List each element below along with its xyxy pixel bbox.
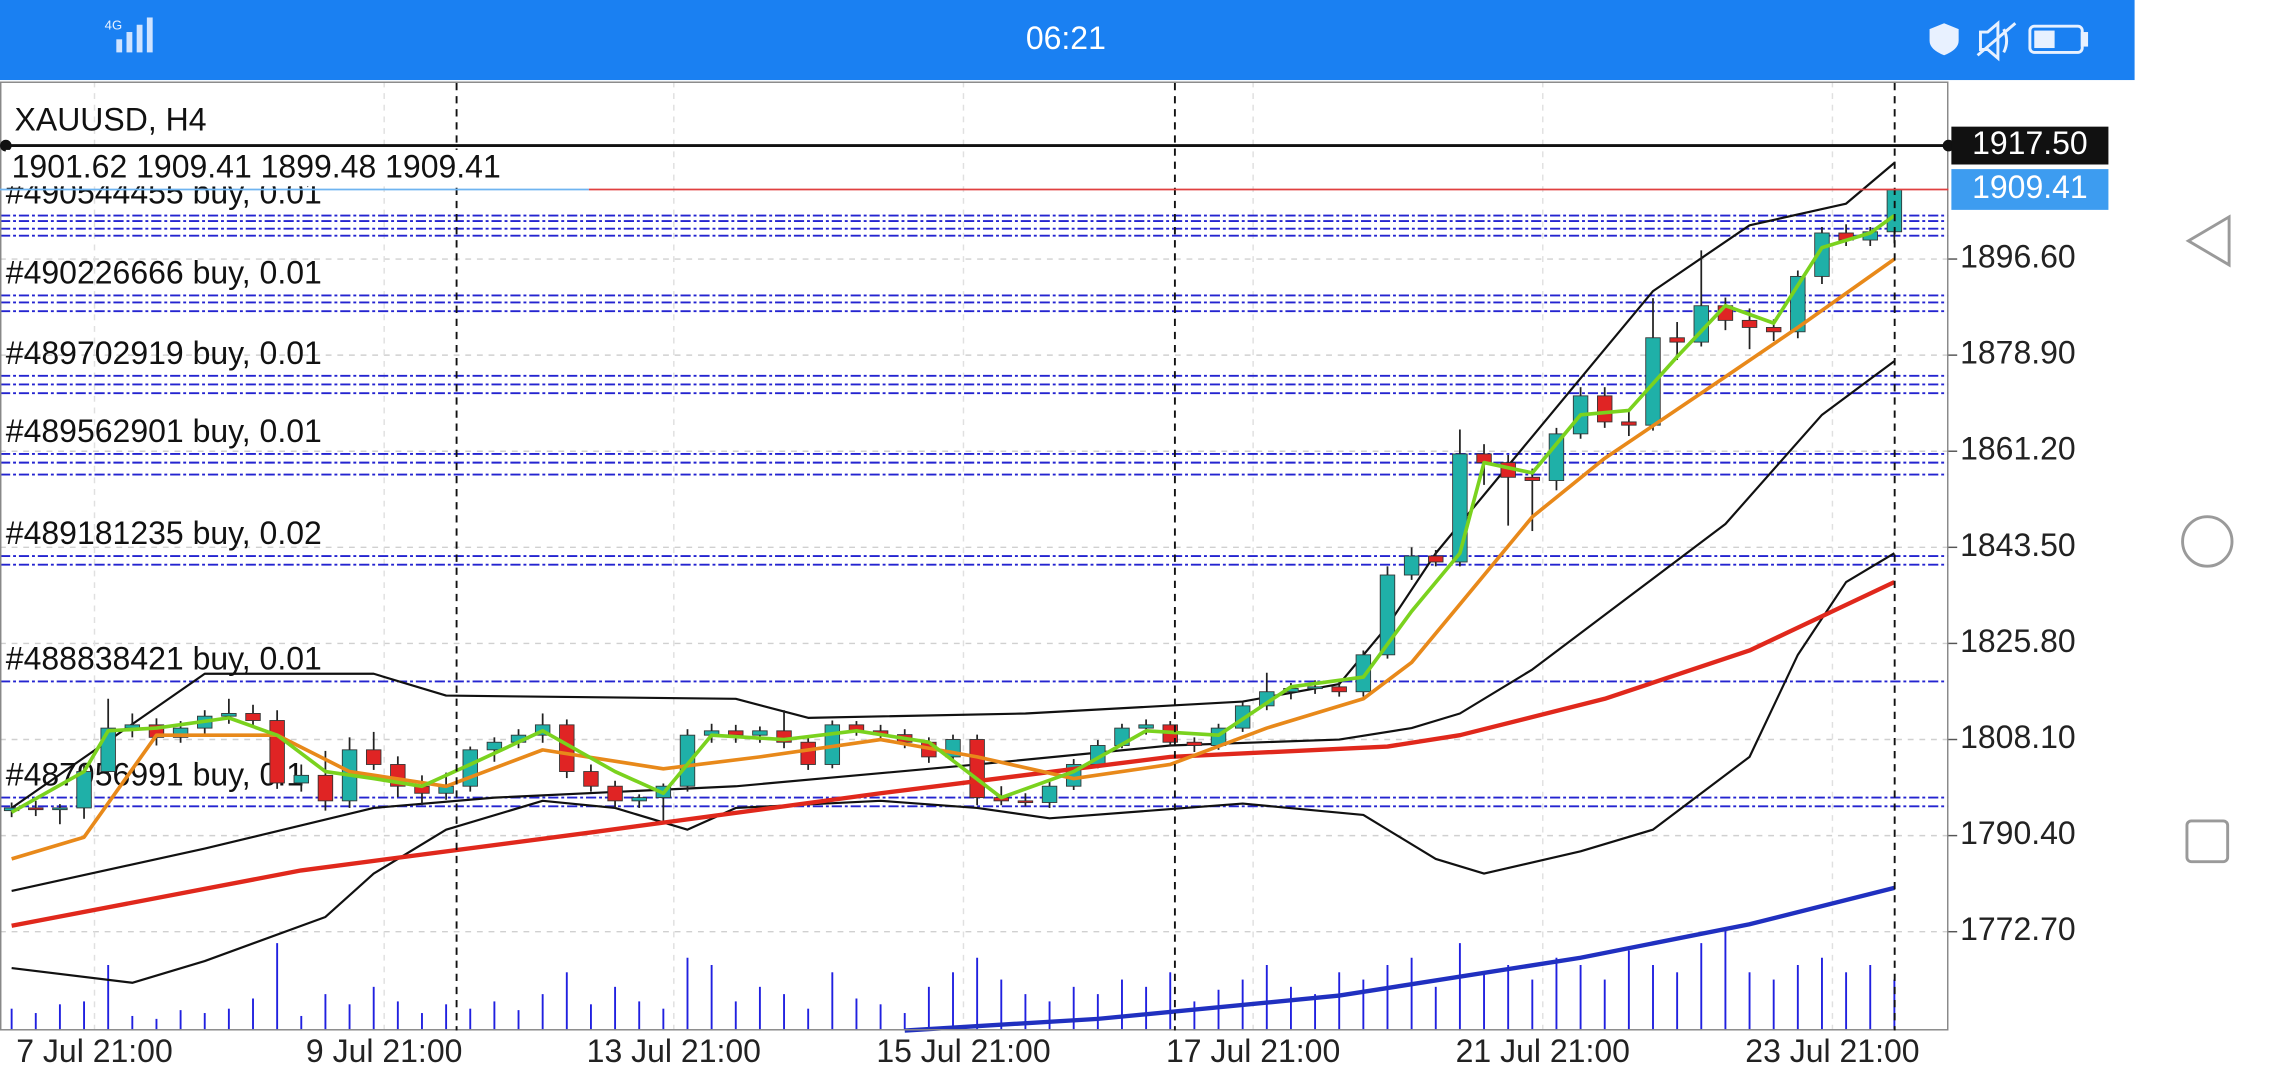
candle-body	[486, 741, 503, 751]
back-button[interactable]	[2185, 214, 2231, 268]
order-label: #487956991 buy, 0.1	[6, 757, 304, 793]
y-tick-label: 1861.20	[1960, 431, 2076, 467]
x-tick-label: 13 Jul 21:00	[587, 1033, 761, 1069]
order-label: #489562901 buy, 0.01	[6, 413, 322, 449]
plot-border	[0, 81, 1949, 1031]
order-label: #488838421 buy, 0.01	[6, 640, 322, 676]
signal-icon: 4G	[105, 17, 153, 53]
recents-button[interactable]	[2185, 819, 2230, 864]
order-label: #489702919 buy, 0.01	[6, 335, 322, 371]
candle-body	[1452, 453, 1468, 563]
candle-body	[1428, 555, 1444, 563]
candle-body	[1138, 724, 1154, 729]
overlay	[0, 139, 1955, 191]
candle-body	[1331, 686, 1347, 693]
candle-body	[776, 730, 792, 743]
separators	[455, 82, 1896, 1031]
x-tick-label: 7 Jul 21:00	[16, 1033, 172, 1069]
svg-text:4G: 4G	[105, 18, 122, 33]
candle-body	[1886, 189, 1903, 233]
order-label: #490226666 buy, 0.01	[6, 254, 322, 290]
candle-body	[679, 734, 696, 787]
candle-body	[1765, 327, 1782, 333]
candle-body	[1017, 800, 1034, 804]
candle-body	[221, 713, 237, 717]
x-tick-label: 15 Jul 21:00	[876, 1033, 1050, 1069]
candle-body	[1669, 337, 1685, 343]
candle-body	[1524, 476, 1541, 481]
candle-body	[1597, 395, 1613, 423]
candle-body	[1403, 555, 1420, 576]
plot: #490544455 buy, 0.01#490226666 buy, 0.01…	[0, 81, 1949, 1033]
candle-body	[1041, 785, 1058, 803]
candle-body	[1379, 574, 1396, 656]
y-tick-label: 1825.80	[1960, 623, 2076, 659]
candle-body	[293, 774, 309, 784]
last-label: 1909.41	[1972, 169, 2088, 205]
y-tick-label: 1896.60	[1960, 238, 2076, 274]
candle-body	[28, 807, 44, 811]
candle-body	[1355, 654, 1372, 693]
candle-body	[583, 771, 599, 787]
candle-body	[1741, 319, 1758, 328]
y-tick-label: 1790.40	[1960, 815, 2076, 851]
axes: 1896.60 1878.90 1861.20 1843.50 1825.80 1808.…	[16, 125, 2109, 1069]
candle-body	[969, 739, 985, 799]
info-box	[5, 149, 591, 187]
candle-body	[1814, 232, 1830, 277]
candle-body	[52, 807, 68, 811]
ma-line	[10, 214, 1896, 814]
candle-body	[245, 713, 261, 721]
candle-body	[1186, 741, 1203, 746]
x-tick-label: 23 Jul 21:00	[1745, 1033, 1919, 1069]
volume-ma	[904, 885, 1895, 1033]
candle-body	[1548, 433, 1565, 481]
candle-body	[365, 749, 382, 765]
candle-body	[800, 741, 816, 765]
band-line	[11, 360, 1896, 892]
navigation-bar	[2181, 214, 2234, 864]
y-tick-label: 1843.50	[1960, 527, 2076, 563]
bid-label: 1917.50	[1972, 125, 2088, 161]
candle-body	[752, 730, 768, 736]
y-tick-label: 1878.90	[1960, 335, 2076, 371]
y-tick-label: 1808.10	[1960, 719, 2076, 755]
candle-body	[631, 797, 647, 802]
candle-body	[1307, 686, 1323, 690]
y-tick-label: 1772.70	[1960, 911, 2076, 947]
candle-body	[76, 771, 92, 809]
status-bar	[0, 0, 2135, 81]
clock: 06:21	[1026, 20, 1106, 56]
bid-dot	[0, 139, 12, 152]
last-box	[1951, 169, 2109, 210]
ma-line	[11, 580, 1896, 928]
candle-body	[172, 727, 189, 738]
candle-body	[607, 785, 623, 802]
candle-body	[269, 720, 285, 784]
candle-body	[1621, 421, 1637, 426]
ma-line	[11, 257, 1896, 861]
home-button[interactable]	[2181, 515, 2234, 568]
x-tick-label: 21 Jul 21:00	[1456, 1033, 1630, 1069]
bid-box	[1951, 126, 2109, 165]
ohlc-info: 1901.62 1909.41 1899.48 1909.41	[12, 148, 501, 184]
band-line	[11, 552, 1895, 984]
x-tick-label: 9 Jul 21:00	[306, 1033, 462, 1069]
status-icons	[1929, 20, 2089, 62]
order-label: #489181235 buy, 0.02	[6, 515, 322, 551]
x-tick-label: 17 Jul 21:00	[1166, 1033, 1340, 1069]
candle-body	[317, 774, 334, 802]
candle-body	[100, 727, 116, 772]
chart-title: XAUUSD, H4	[15, 102, 207, 138]
